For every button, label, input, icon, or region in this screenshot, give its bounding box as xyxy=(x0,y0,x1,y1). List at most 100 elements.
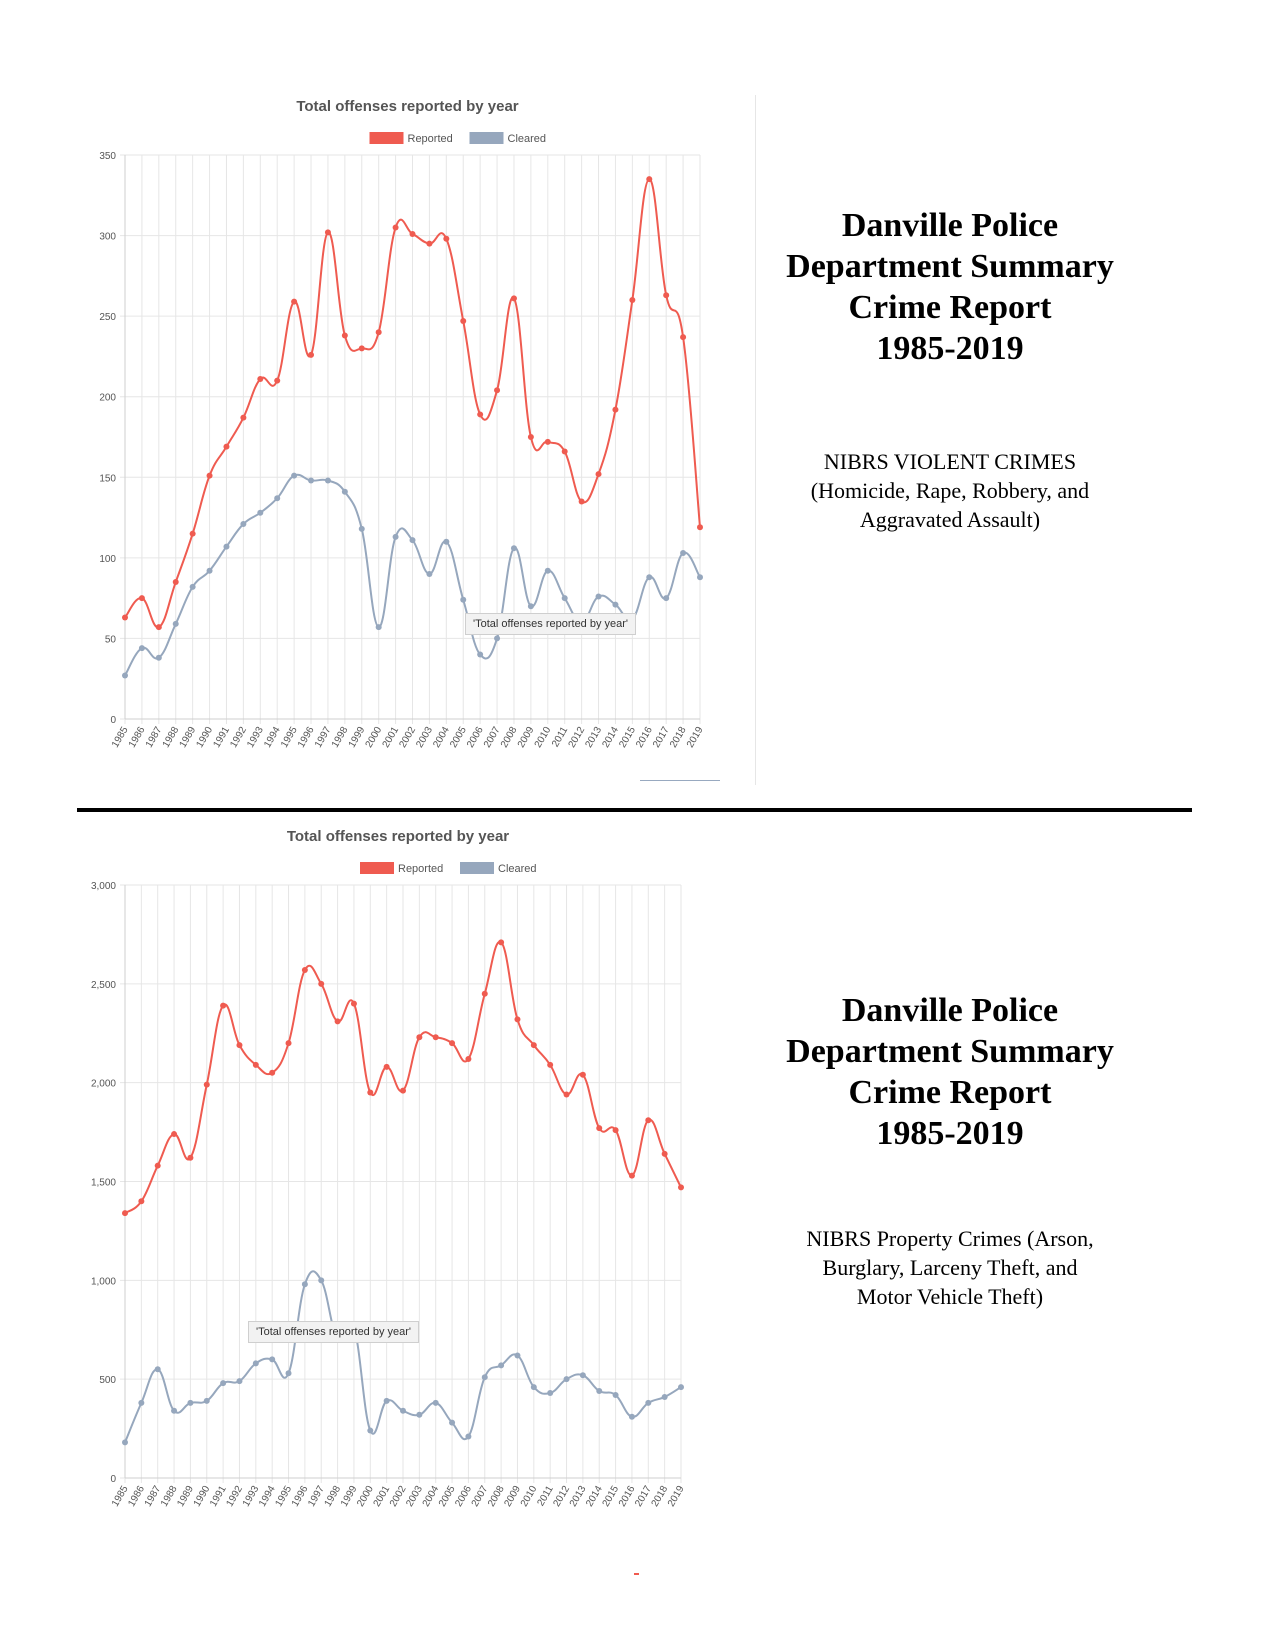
data-point-reported[interactable] xyxy=(324,229,331,236)
data-point-reported[interactable] xyxy=(341,332,348,339)
data-point-cleared[interactable] xyxy=(392,533,399,540)
data-point-cleared[interactable] xyxy=(494,635,501,642)
data-point-reported[interactable] xyxy=(269,1069,276,1076)
data-point-reported[interactable] xyxy=(449,1040,456,1047)
data-point-reported[interactable] xyxy=(138,1198,145,1205)
data-point-cleared[interactable] xyxy=(383,1397,390,1404)
data-point-reported[interactable] xyxy=(308,351,315,358)
data-point-cleared[interactable] xyxy=(663,595,670,602)
data-point-reported[interactable] xyxy=(171,1131,178,1138)
data-point-reported[interactable] xyxy=(432,1034,439,1041)
data-point-cleared[interactable] xyxy=(285,1370,292,1377)
data-point-reported[interactable] xyxy=(257,375,264,382)
data-point-reported[interactable] xyxy=(578,498,585,505)
data-point-reported[interactable] xyxy=(645,1117,652,1124)
data-point-cleared[interactable] xyxy=(187,1399,194,1406)
data-point-cleared[interactable] xyxy=(527,603,534,610)
data-point-cleared[interactable] xyxy=(628,1413,635,1420)
data-point-reported[interactable] xyxy=(416,1034,423,1041)
data-point-cleared[interactable] xyxy=(477,651,484,658)
data-point-cleared[interactable] xyxy=(189,583,196,590)
data-point-reported[interactable] xyxy=(383,1063,390,1070)
data-point-cleared[interactable] xyxy=(409,537,416,544)
data-point-reported[interactable] xyxy=(334,1018,341,1025)
data-point-cleared[interactable] xyxy=(341,488,348,495)
data-point-cleared[interactable] xyxy=(122,1439,128,1446)
data-point-cleared[interactable] xyxy=(138,1399,145,1406)
data-point-reported[interactable] xyxy=(510,295,517,302)
data-point-reported[interactable] xyxy=(301,966,308,973)
data-point-reported[interactable] xyxy=(697,524,703,531)
data-point-reported[interactable] xyxy=(563,1091,570,1098)
data-point-cleared[interactable] xyxy=(203,1397,210,1404)
data-point-reported[interactable] xyxy=(203,1081,210,1088)
chart-legend[interactable]: Reported Cleared xyxy=(369,132,547,145)
data-point-cleared[interactable] xyxy=(400,1407,406,1414)
data-point-cleared[interactable] xyxy=(318,1277,325,1284)
data-point-cleared[interactable] xyxy=(154,1366,161,1373)
data-point-cleared[interactable] xyxy=(308,477,315,484)
data-point-reported[interactable] xyxy=(443,235,450,242)
data-point-reported[interactable] xyxy=(318,980,325,987)
chart-legend[interactable]: Reported Cleared xyxy=(360,862,537,875)
data-point-reported[interactable] xyxy=(612,1127,619,1134)
data-point-reported[interactable] xyxy=(252,1061,259,1068)
data-point-cleared[interactable] xyxy=(449,1419,456,1426)
data-point-cleared[interactable] xyxy=(358,525,365,532)
data-point-cleared[interactable] xyxy=(375,624,382,631)
data-point-reported[interactable] xyxy=(612,406,619,413)
data-point-cleared[interactable] xyxy=(561,595,568,602)
data-point-reported[interactable] xyxy=(544,438,551,445)
data-point-cleared[interactable] xyxy=(367,1427,374,1434)
data-point-reported[interactable] xyxy=(628,1172,635,1179)
data-point-reported[interactable] xyxy=(291,298,298,305)
data-point-reported[interactable] xyxy=(236,1042,243,1049)
data-point-cleared[interactable] xyxy=(171,1407,178,1414)
data-point-reported[interactable] xyxy=(477,411,484,418)
data-point-cleared[interactable] xyxy=(274,495,281,502)
data-point-cleared[interactable] xyxy=(155,654,162,661)
data-point-cleared[interactable] xyxy=(498,1362,505,1369)
data-point-reported[interactable] xyxy=(465,1055,472,1062)
data-point-reported[interactable] xyxy=(122,1210,128,1217)
data-point-cleared[interactable] xyxy=(426,570,433,577)
data-point-reported[interactable] xyxy=(122,614,128,621)
data-point-reported[interactable] xyxy=(481,990,488,997)
data-point-reported[interactable] xyxy=(661,1150,668,1157)
data-point-reported[interactable] xyxy=(646,176,653,183)
data-point-cleared[interactable] xyxy=(465,1433,472,1440)
data-point-reported[interactable] xyxy=(595,471,602,478)
data-point-reported[interactable] xyxy=(223,443,230,450)
data-point-cleared[interactable] xyxy=(547,1390,554,1397)
data-point-cleared[interactable] xyxy=(220,1380,227,1387)
data-point-cleared[interactable] xyxy=(252,1360,259,1367)
data-point-cleared[interactable] xyxy=(223,543,230,550)
data-point-cleared[interactable] xyxy=(697,574,703,581)
data-point-cleared[interactable] xyxy=(257,509,264,516)
data-point-cleared[interactable] xyxy=(678,1384,684,1391)
data-point-reported[interactable] xyxy=(350,1000,357,1007)
data-point-reported[interactable] xyxy=(460,317,467,324)
data-point-cleared[interactable] xyxy=(680,550,687,557)
data-point-reported[interactable] xyxy=(358,345,365,352)
data-point-cleared[interactable] xyxy=(563,1376,570,1383)
data-point-reported[interactable] xyxy=(680,334,687,341)
data-point-cleared[interactable] xyxy=(481,1374,488,1381)
data-point-cleared[interactable] xyxy=(301,1281,308,1288)
data-point-reported[interactable] xyxy=(375,329,382,336)
data-point-reported[interactable] xyxy=(426,240,433,247)
data-point-reported[interactable] xyxy=(530,1042,537,1049)
data-point-reported[interactable] xyxy=(400,1087,406,1094)
data-point-cleared[interactable] xyxy=(432,1399,439,1406)
data-point-reported[interactable] xyxy=(392,224,399,231)
data-point-cleared[interactable] xyxy=(172,620,179,627)
data-point-cleared[interactable] xyxy=(544,567,551,574)
data-point-cleared[interactable] xyxy=(206,567,213,574)
data-point-reported[interactable] xyxy=(187,1154,194,1161)
data-point-reported[interactable] xyxy=(514,1016,521,1023)
data-point-cleared[interactable] xyxy=(138,645,145,652)
data-point-reported[interactable] xyxy=(629,297,636,304)
data-point-cleared[interactable] xyxy=(416,1411,423,1418)
data-point-reported[interactable] xyxy=(367,1089,374,1096)
data-point-cleared[interactable] xyxy=(324,477,331,484)
